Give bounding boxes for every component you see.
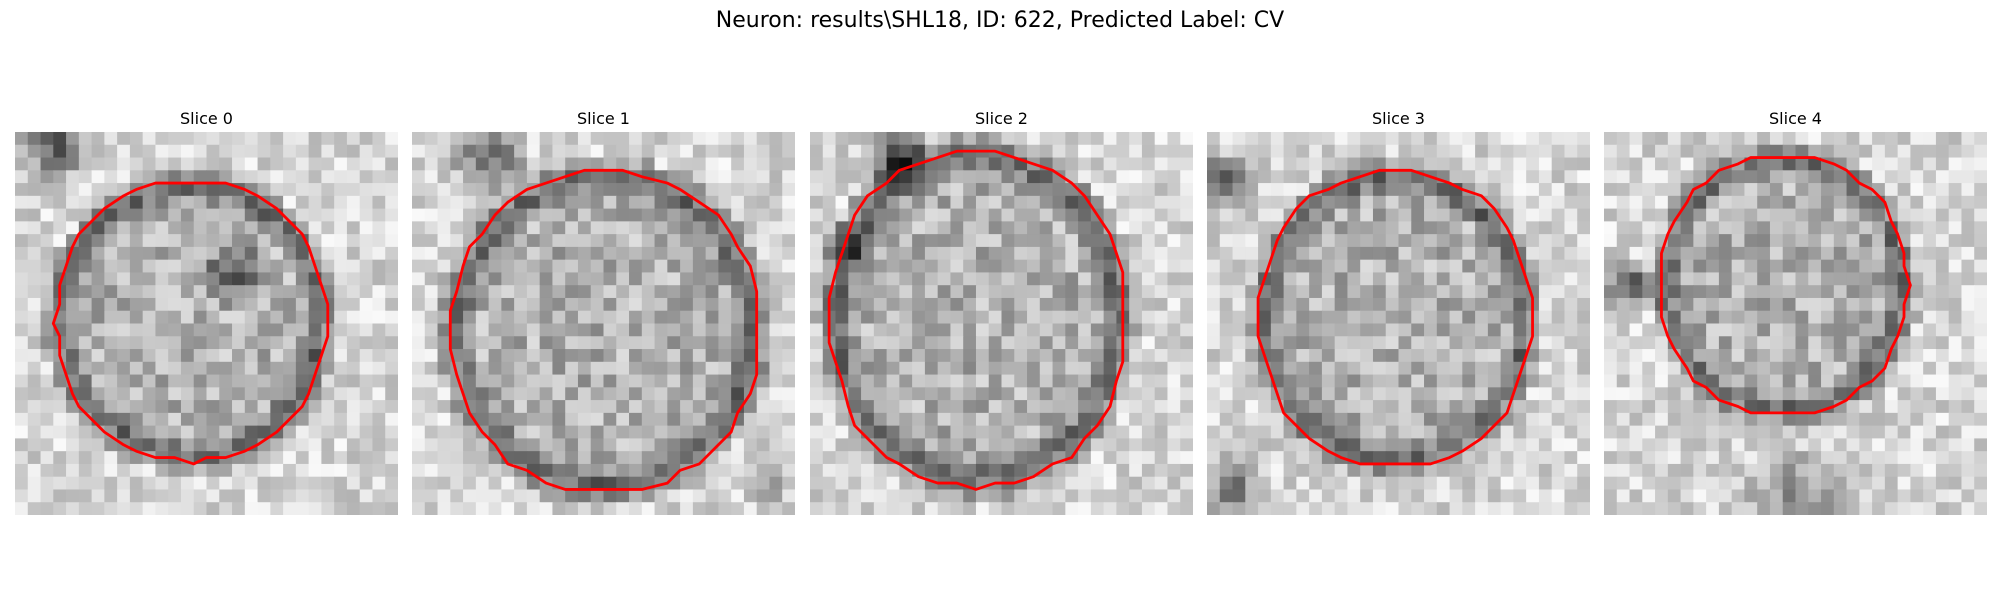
slice-title: Slice 2	[975, 109, 1028, 128]
slice-title: Slice 3	[1372, 109, 1425, 128]
slice-title: Slice 4	[1769, 109, 1822, 128]
slice-image-3	[1207, 132, 1590, 515]
contour-outline	[51, 181, 330, 466]
slice-title: Slice 1	[577, 109, 630, 128]
slice-panel-1: Slice 1	[412, 108, 795, 523]
slice-title: Slice 0	[180, 109, 233, 128]
slice-image-0	[15, 132, 398, 515]
slice-image-1	[412, 132, 795, 515]
contour-outline	[448, 168, 759, 491]
slice-image-4	[1604, 132, 1987, 515]
contour-outline	[1256, 168, 1534, 466]
slice-panel-0: Slice 0	[15, 108, 398, 523]
contour-outline	[827, 149, 1125, 491]
slice-panel-4: Slice 4	[1604, 108, 1987, 523]
slice-image-2	[810, 132, 1193, 515]
figure-title: Neuron: results\SHL18, ID: 622, Predicte…	[715, 8, 1285, 33]
slice-panel-2: Slice 2	[810, 108, 1193, 523]
slice-panel-3: Slice 3	[1207, 108, 1590, 523]
contour-outline	[1660, 156, 1912, 415]
